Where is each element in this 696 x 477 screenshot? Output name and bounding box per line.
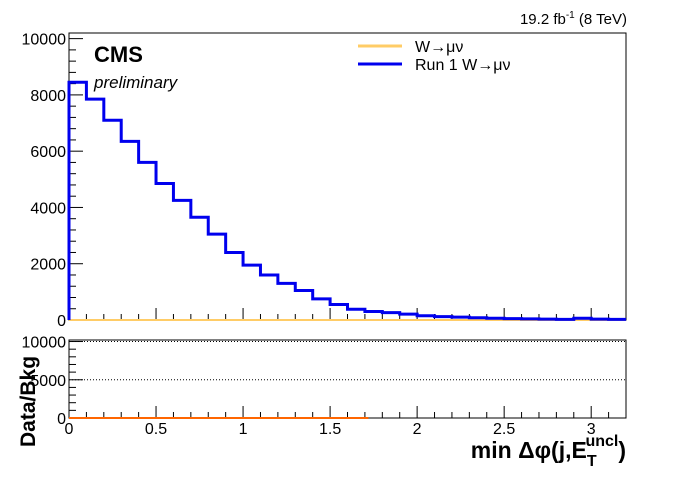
ratio-y-axis-label: Data/Bkg (17, 356, 40, 447)
ratio-x-axis: 0 0.5 1 1.5 2 2.5 3 (65, 406, 627, 438)
x-tick-label: 2 (413, 421, 422, 438)
x-axis-title: min Δφ(j,ETuncl) (471, 433, 626, 470)
lumi-energy: (8 TeV) (575, 11, 627, 28)
x-tick-label: 1 (239, 421, 248, 438)
x-axis-title-subscript: T (587, 453, 597, 470)
main-y-tick-label: 6000 (30, 144, 66, 161)
main-y-tick-label: 10000 (22, 32, 67, 49)
ratio-y-axis: 0 5000 10000 (22, 335, 83, 428)
x-tick-label: 0.5 (145, 421, 167, 438)
x-axis-title-close: ) (618, 437, 626, 463)
main-y-tick-label: 0 (57, 313, 66, 330)
x-tick-label: 0 (65, 421, 74, 438)
x-tick-label: 1.5 (319, 421, 341, 438)
main-panel: 0 2000 4000 6000 8000 10000 CMS preliminary 1… (22, 10, 628, 330)
ratio-y-tick-label: 10000 (22, 335, 67, 352)
cms-label: CMS (94, 42, 143, 67)
legend: W→μν Run 1 W→μν (358, 39, 510, 74)
ratio-y-tick-label: 0 (57, 411, 66, 428)
x-tick-label: 2.5 (493, 421, 515, 438)
main-y-tick-label: 8000 (30, 88, 66, 105)
lumi-label: 19.2 fb-1 (8 TeV) (520, 10, 627, 28)
series-line-1 (67, 80, 626, 321)
main-y-axis: 0 2000 4000 6000 8000 10000 (22, 32, 83, 330)
x-tick-label: 3 (587, 421, 596, 438)
x-axis-title-main: min Δφ(j,E (471, 437, 587, 463)
main-y-tick-label: 4000 (30, 200, 66, 217)
preliminary-label: preliminary (93, 73, 179, 92)
ratio-panel: 0 5000 10000 0 0.5 1 1.5 2 2.5 3 Data/Bkg min Δφ… (17, 335, 627, 470)
main-series-group (67, 80, 626, 321)
lumi-unit-exponent: -1 (566, 10, 575, 21)
ratio-y-tick-label: 5000 (30, 373, 66, 390)
legend-label-run1-w-munu: Run 1 W→μν (415, 57, 510, 74)
x-axis-title-superscript: uncl (585, 433, 618, 450)
lumi-value: 19.2 fb (520, 11, 566, 28)
legend-label-w-munu: W→μν (415, 39, 463, 56)
main-y-tick-label: 2000 (30, 257, 66, 274)
